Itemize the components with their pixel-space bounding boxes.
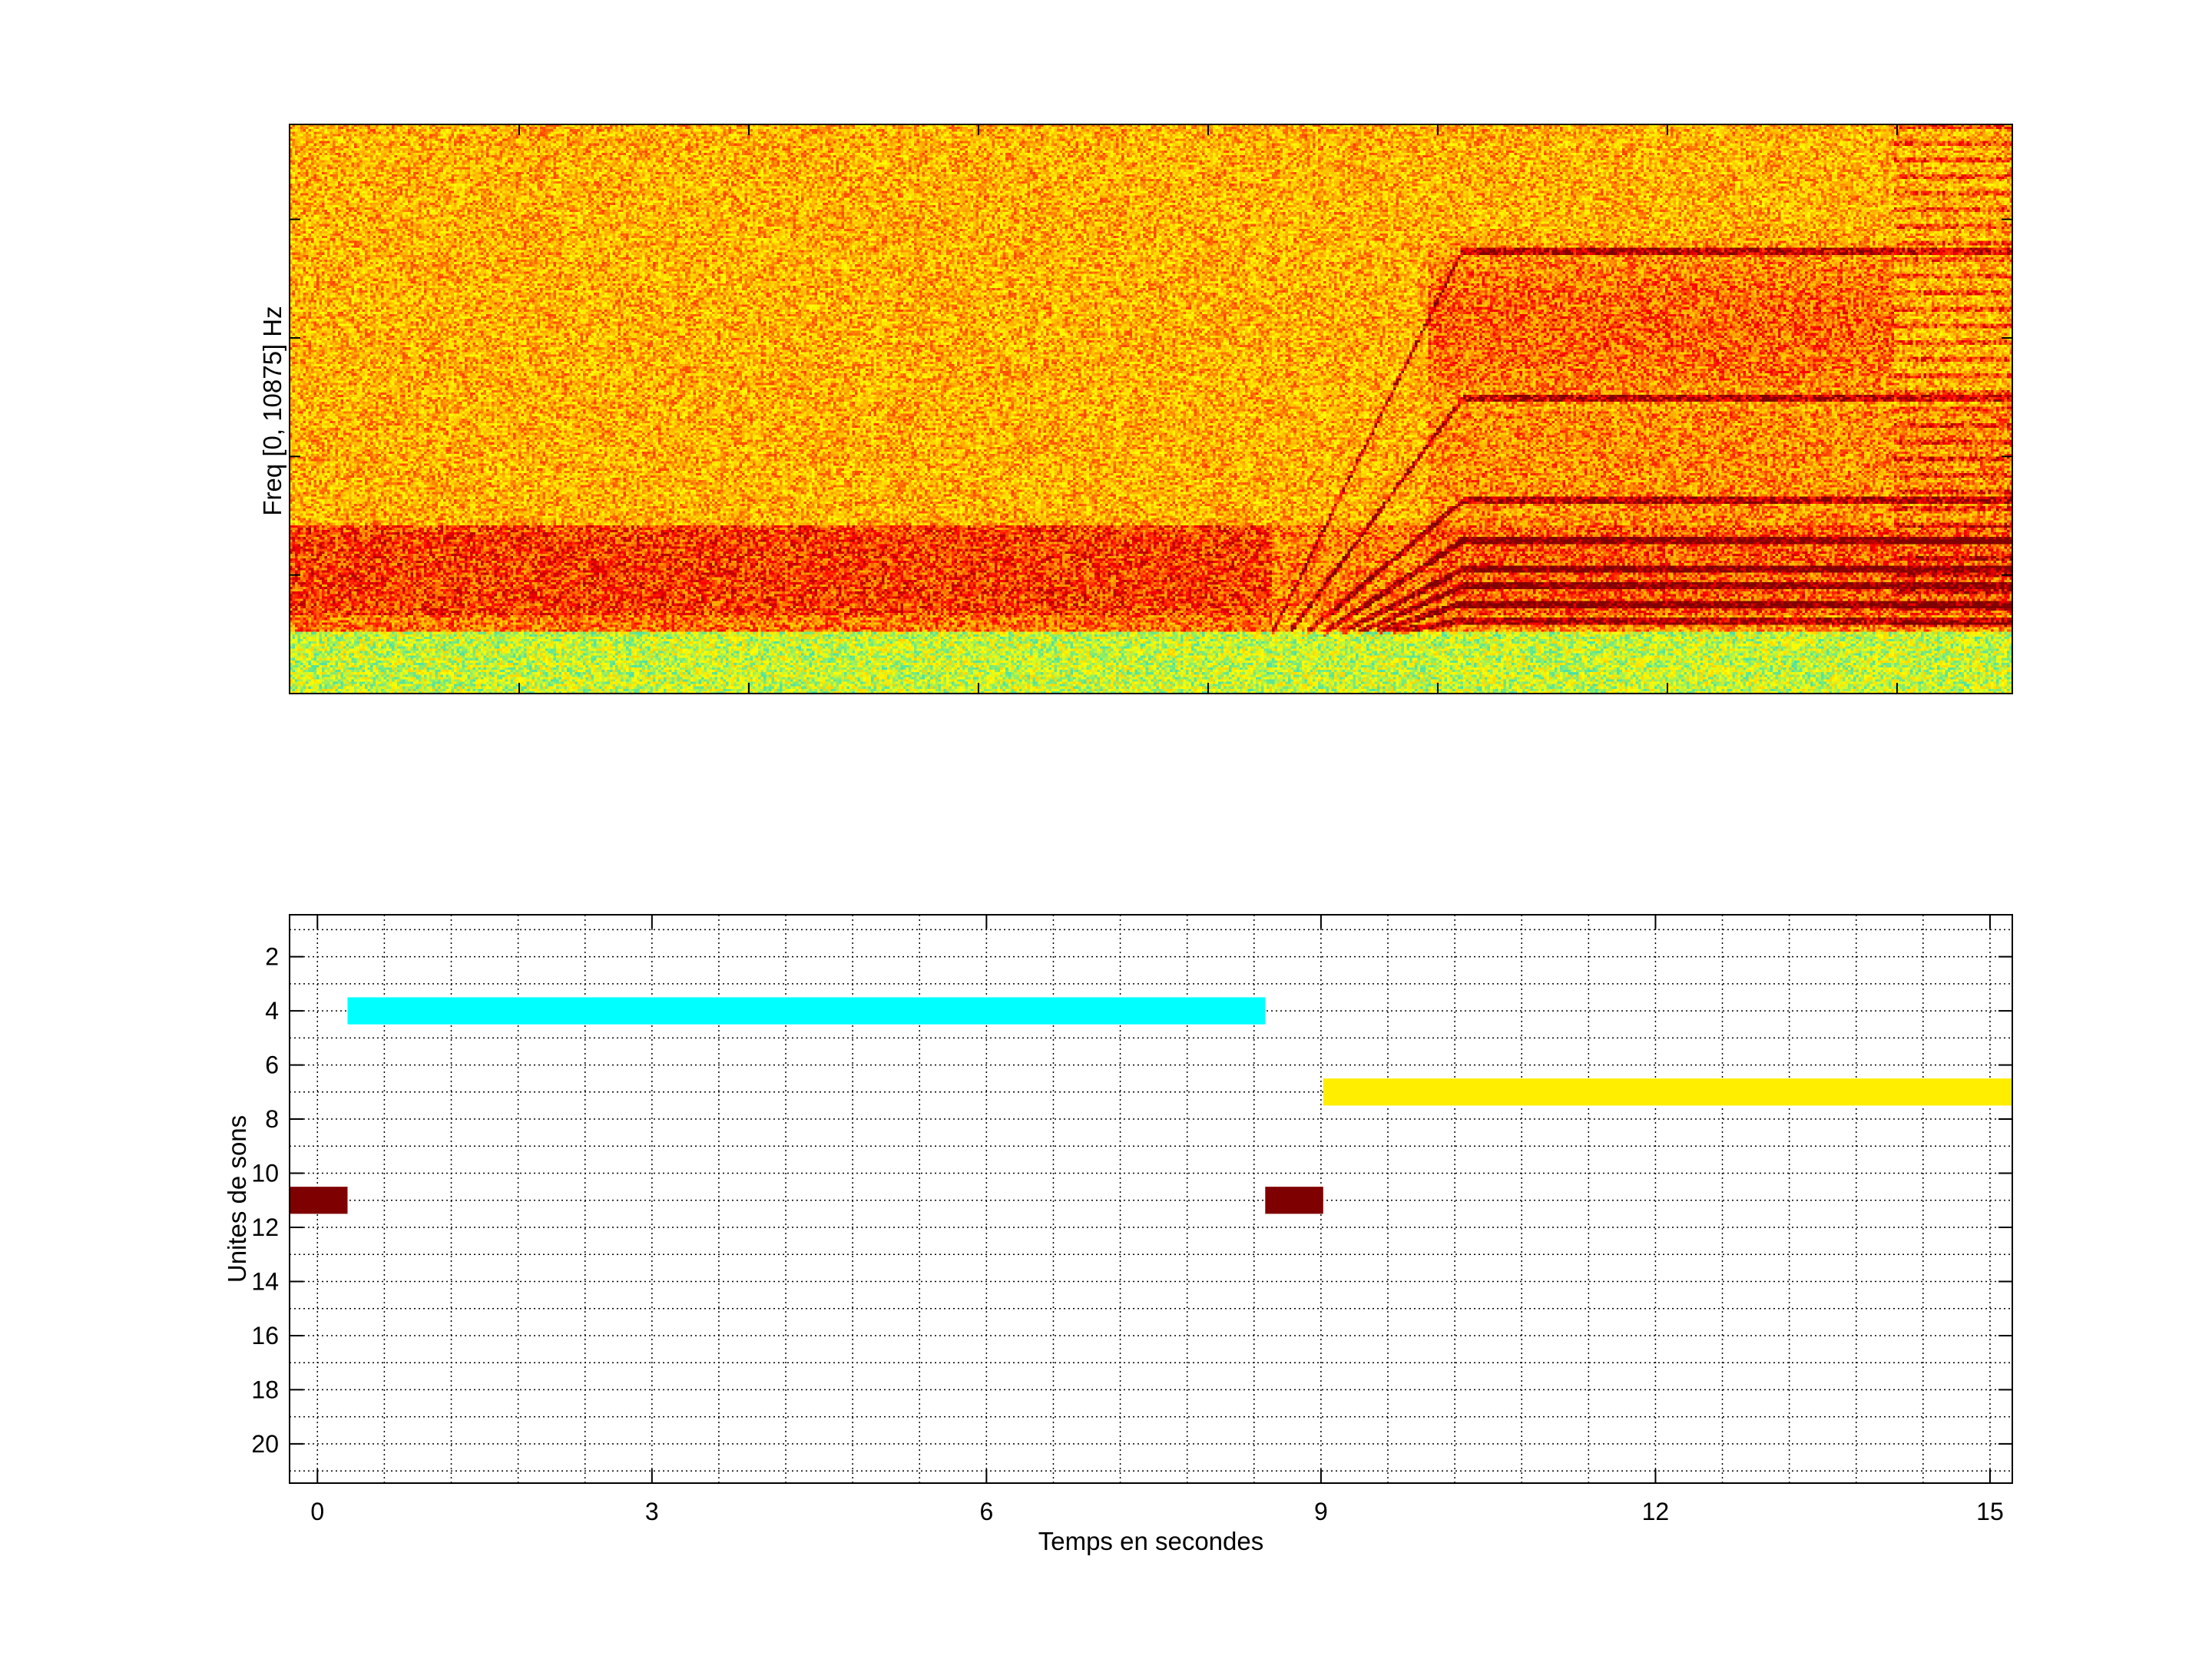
x-tick-label: 6 [979,1498,993,1525]
y-tick-label: 4 [265,997,279,1025]
x-axis-label: Temps en secondes [1038,1527,1264,1555]
spectrogram-axes [289,124,2013,694]
x-tick-label: 15 [1976,1498,2004,1525]
y-tick-label: 16 [251,1322,279,1349]
segment-bar-unit-7 [1323,1078,2012,1106]
y-axis-label: Unites de sons [223,1115,251,1283]
x-tick-label: 12 [1642,1498,1670,1525]
spectrogram-image [290,124,2012,694]
segment-bar-unit-11 [290,1187,348,1214]
spectrogram-plot [289,124,2013,694]
spectrogram-frame [289,124,2013,694]
y-tick-label: 20 [251,1430,279,1458]
y-tick-label: 10 [251,1160,279,1187]
y-tick-label: 2 [265,943,279,971]
x-tick-label: 0 [310,1498,324,1525]
x-tick-label: 9 [1314,1498,1328,1525]
x-tick-label: 3 [645,1498,659,1525]
y-tick-label: 18 [251,1376,279,1403]
plot-frame [289,914,2013,1484]
y-tick-label: 12 [251,1214,279,1241]
segment-bar-unit-11 [1265,1187,1323,1214]
y-tick-label: 8 [265,1105,279,1133]
y-tick-label: 6 [265,1051,279,1079]
segment-bar-unit-4 [347,997,1266,1025]
y-tick-label: 14 [251,1267,279,1295]
